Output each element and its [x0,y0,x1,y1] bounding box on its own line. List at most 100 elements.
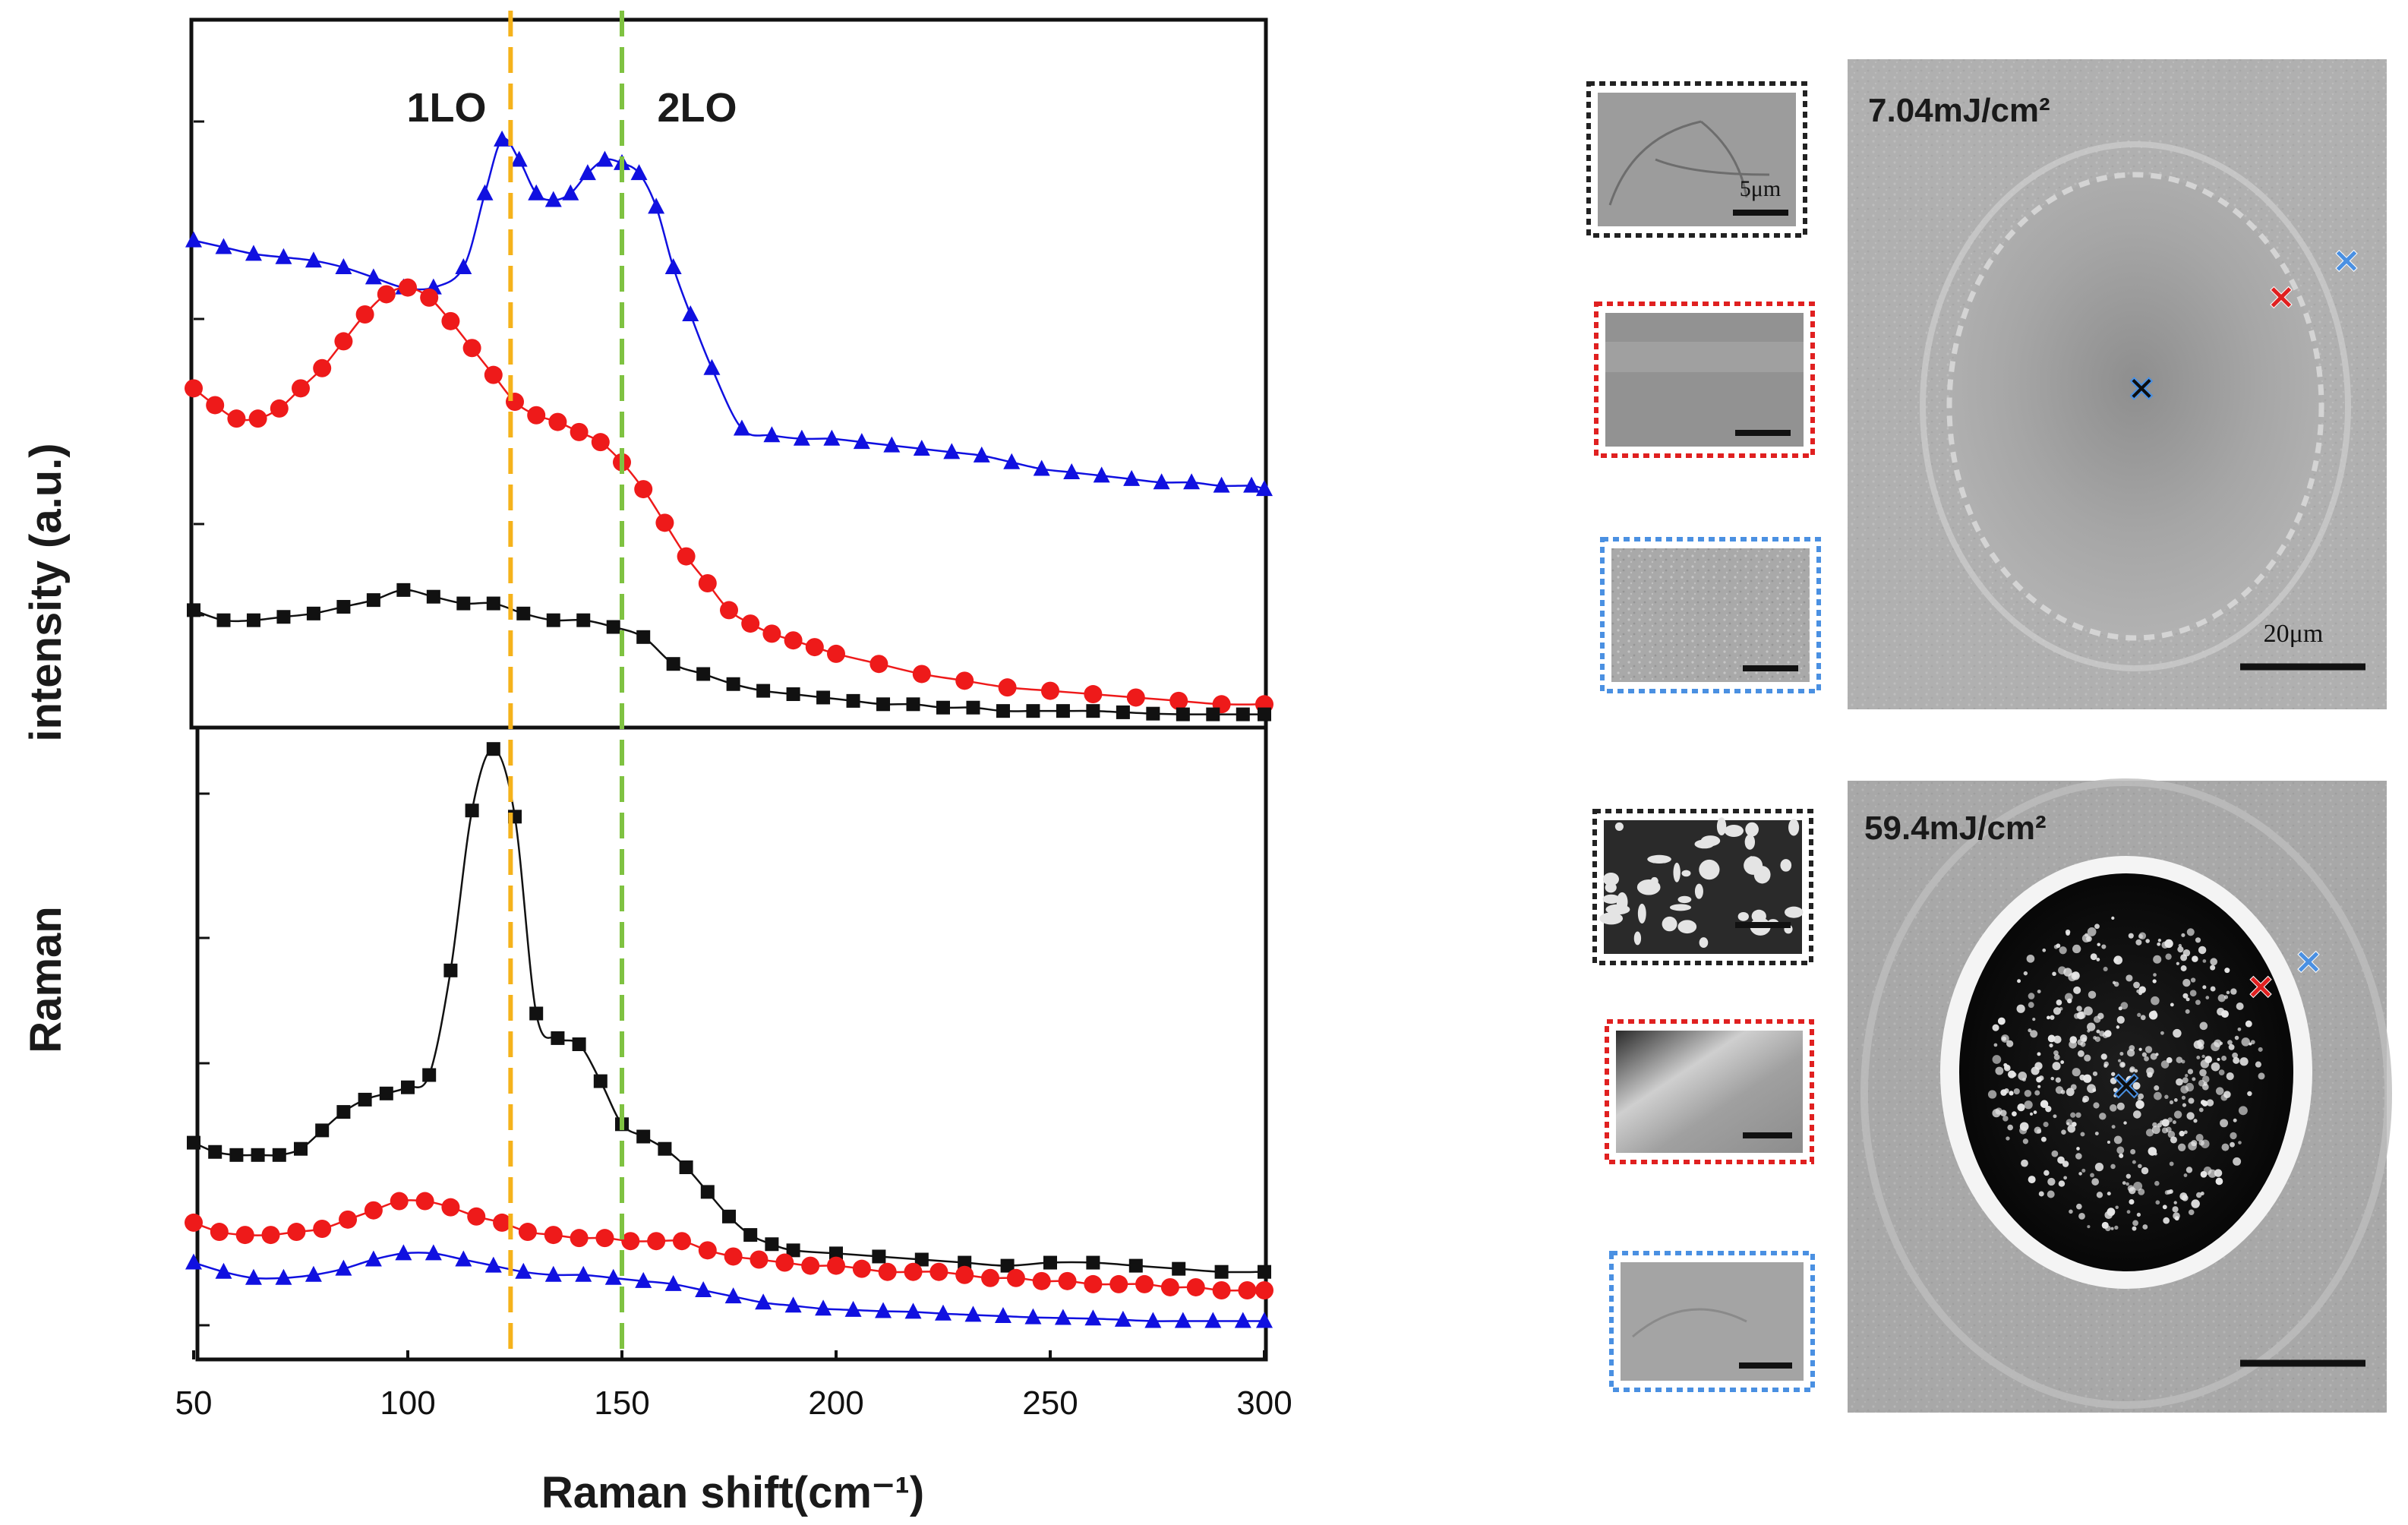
bottom-blue-point [844,1300,862,1317]
bottom-blue-point [1114,1310,1131,1327]
fluence-label-bottom: 59.4mJ/cm² [1864,810,2047,847]
top-blue-point [943,443,961,459]
bottom-black-point [914,1252,929,1267]
fluence-label-top: 7.04mJ/cm² [1868,92,2050,129]
bottom-black-point [551,1031,565,1045]
bottom-red-point [467,1207,486,1226]
bottom-black-point [786,1243,800,1258]
inset-scale-label: 5μm [1740,176,1781,201]
top-black-point [666,657,680,671]
x-tick-label: 200 [808,1384,863,1422]
bottom-black-point [336,1105,351,1119]
top-red-point [784,631,803,650]
top-blue-point [913,440,930,456]
y-axis-label-intensity: intensity (a.u.) [21,443,71,741]
marker-edge-bottom: × [2249,962,2274,1010]
bottom-blue-point [1144,1312,1162,1328]
top-black-point [216,613,231,627]
bottom-red-point [595,1229,614,1248]
bottom-red-point [698,1241,717,1260]
bottom-black-point [1043,1255,1057,1270]
bottom-red-point [775,1253,794,1272]
bottom-red-point [1109,1274,1128,1293]
x-tick-label: 150 [594,1384,649,1422]
top-blue-point [544,191,562,207]
label-1lo: 1LO [406,85,486,131]
bottom-red-point [1058,1271,1077,1290]
bottom-black-point [658,1141,672,1156]
raman-plots: 50 100 150 200 250 300 Raman shift(cm⁻¹) Rama… [21,11,1292,1517]
bottom-blue-point [1174,1312,1191,1328]
bottom-plot-series [185,742,1273,1328]
top-red-point [355,305,374,324]
top-black-point [1026,704,1040,718]
top-blue-point [1183,473,1201,490]
bottom-red-point [390,1192,409,1211]
bottom-red-point [570,1229,589,1248]
sem-image-low-fluence: 7.04mJ/cm² 20μm × × × [1848,59,2387,709]
bottom-black-point [251,1148,265,1162]
top-red-point [248,409,267,428]
top-black-point [1206,707,1220,721]
bottom-red-point [364,1201,383,1220]
top-black-point [1056,704,1070,718]
bottom-blue-point [994,1307,1011,1324]
bottom-plot-frame [195,725,1268,1362]
top-red-point [292,379,310,398]
bottom-black-point [529,1006,544,1021]
top-red-point [377,285,396,304]
bottom-red-point [313,1220,332,1238]
bottom-black-point [315,1123,330,1138]
bottom-blue-point [904,1302,922,1319]
bottom-blue-point [1024,1308,1042,1325]
bottom-black-point [679,1160,693,1174]
top-black-point [996,704,1010,718]
bottom-red-point [750,1250,768,1269]
bottom-blue-point [784,1296,802,1313]
top-black-point [306,606,320,620]
bottom-black-point [722,1209,736,1223]
inset-top-blue [1600,537,1821,693]
top-red-point [570,422,589,441]
top-black-point [1176,707,1190,721]
bottom-blue-point [484,1256,502,1273]
top-blue-point [1003,453,1021,469]
top-blue-point [185,231,202,248]
bottom-red-point [621,1232,640,1251]
top-blue-point [335,258,352,275]
marker-outside-bottom: × [2296,937,2321,985]
bottom-blue-point [935,1304,952,1321]
bottom-black-point [379,1086,393,1100]
top-blue-point [853,433,870,450]
bottom-black-point [272,1148,286,1162]
bottom-red-point [1084,1274,1103,1293]
bottom-black-point [765,1237,779,1252]
top-red-point [484,365,503,384]
bottom-red-point [235,1226,254,1245]
top-blue-point [648,197,665,214]
sem-image-high-fluence: 59.4mJ/cm² × × × [1848,778,2392,1413]
top-black-point [396,583,411,597]
top-blue-point [823,429,841,446]
top-red-point [720,601,738,620]
bottom-black-point [636,1129,651,1144]
bottom-black-point [958,1255,972,1270]
top-red-point [527,406,546,425]
marker-edge-top: × [2269,273,2294,320]
top-black-point [486,596,500,611]
top-black-point [336,599,351,614]
top-black-point [606,620,620,634]
sem-insets: 5μm [1586,81,1821,1392]
bottom-red-point [185,1213,203,1232]
inset-bottom-blue [1609,1251,1815,1392]
bottom-blue-point [185,1253,202,1270]
top-blue-point [793,429,810,446]
bottom-red-point [852,1259,871,1278]
top-black-point [756,684,771,698]
top-black-point [276,610,291,624]
bottom-red-point [955,1265,974,1284]
top-red-point [227,409,246,428]
bottom-red-point [1135,1274,1154,1293]
top-black-point [1116,705,1130,719]
bottom-blue-point [455,1250,472,1267]
